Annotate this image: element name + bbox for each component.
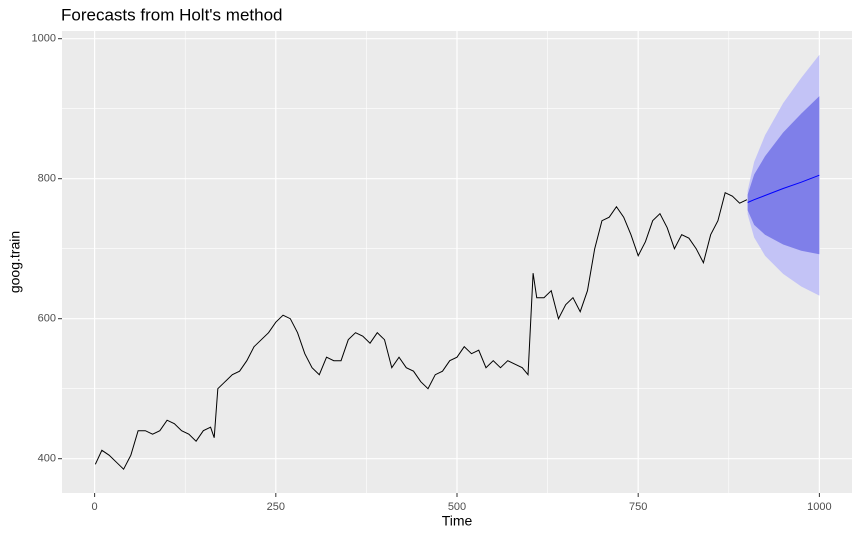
x-tick-label: 500 [448, 501, 466, 513]
band-80 [747, 96, 820, 255]
y-tick-label: 1000 [32, 33, 56, 45]
y-axis-title: goog.train [7, 231, 23, 293]
x-tick-label: 0 [92, 501, 98, 513]
y-tick-label: 400 [38, 453, 56, 465]
series-line [94, 191, 748, 471]
x-tick-label: 750 [629, 501, 647, 513]
chart-title: Forecasts from Holt's method [61, 5, 282, 24]
x-tick-label: 250 [267, 501, 285, 513]
y-tick-label: 800 [38, 173, 56, 185]
y-tick-label: 600 [38, 313, 56, 325]
forecast-line [747, 174, 820, 203]
x-tick-label: 1000 [807, 501, 831, 513]
x-axis-title: Time [442, 513, 473, 529]
